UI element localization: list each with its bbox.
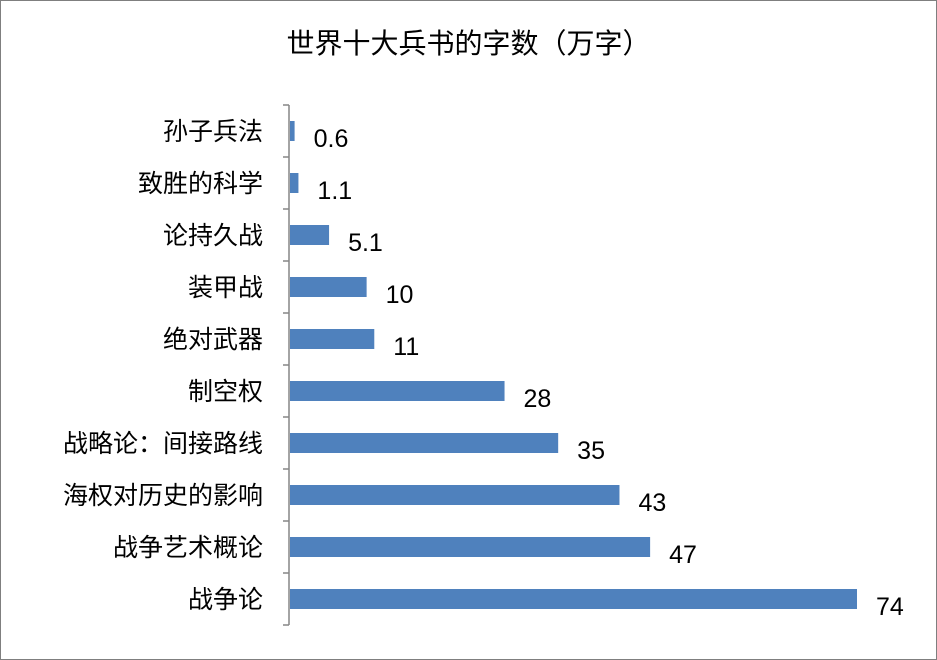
category-label: 海权对历史的影响 [63, 481, 263, 510]
category-label: 战争艺术概论 [113, 533, 263, 562]
data-label: 74 [876, 593, 904, 621]
data-label: 11 [393, 333, 419, 361]
category-label: 致胜的科学 [138, 169, 263, 198]
category-label: 装甲战 [188, 273, 263, 302]
bar [290, 485, 620, 505]
data-label: 10 [386, 281, 414, 309]
category-label: 绝对武器 [163, 325, 263, 354]
data-label: 43 [638, 489, 666, 517]
category-label: 战争论 [188, 585, 263, 614]
data-label: 47 [669, 541, 697, 569]
bar [290, 537, 651, 557]
bar [290, 433, 559, 453]
bar [290, 121, 295, 141]
bar [290, 381, 505, 401]
category-label: 战略论：间接路线 [63, 429, 263, 458]
category-label: 孙子兵法 [163, 117, 263, 146]
category-label: 制空权 [188, 377, 263, 406]
data-label: 35 [577, 437, 605, 465]
data-label: 0.6 [314, 125, 349, 153]
bar [290, 225, 330, 245]
category-label: 论持久战 [163, 221, 263, 250]
data-label: 5.1 [348, 229, 383, 257]
bar [290, 173, 299, 193]
bar [290, 589, 857, 609]
bar [290, 277, 367, 297]
data-label: 28 [524, 385, 552, 413]
chart-title: 世界十大兵书的字数（万字） [286, 27, 651, 60]
bar [290, 329, 375, 349]
data-label: 1.1 [317, 177, 352, 205]
